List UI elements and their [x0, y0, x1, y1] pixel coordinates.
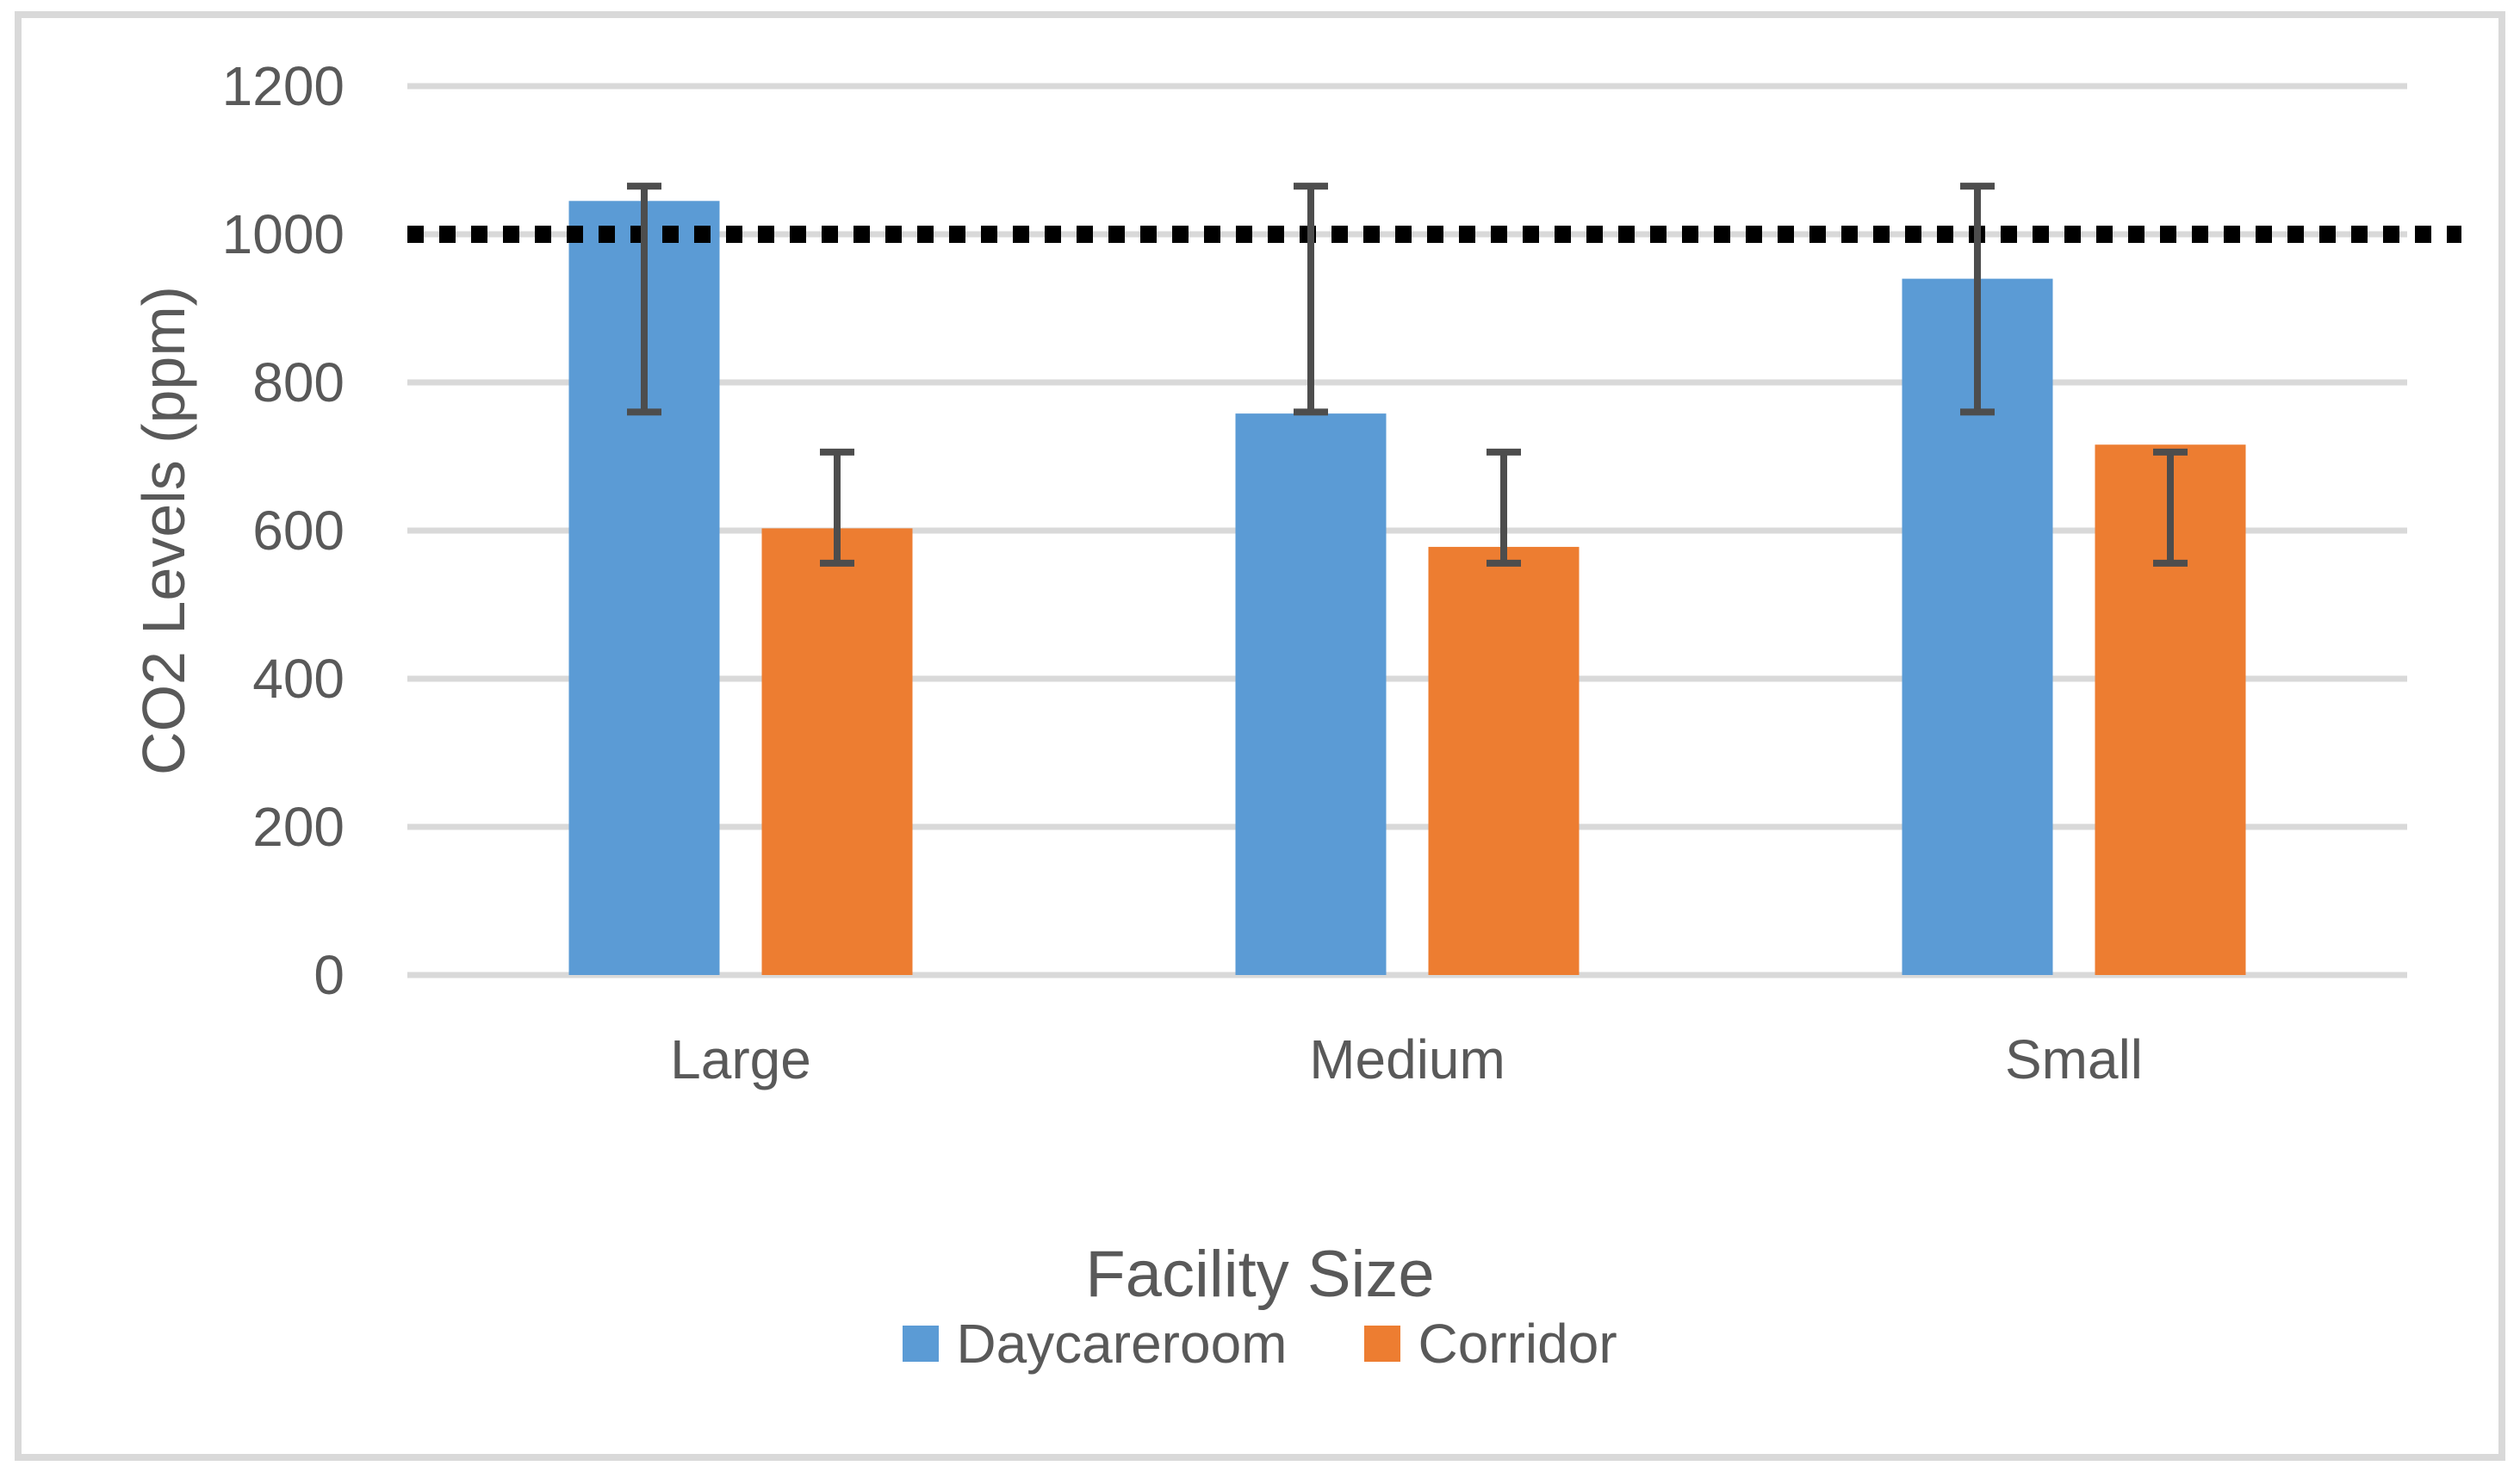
- bar-corridor-large: [761, 528, 913, 975]
- y-tick-label: 400: [252, 648, 344, 710]
- bar-corridor-medium: [1428, 546, 1580, 975]
- x-category-label: Medium: [1309, 1028, 1505, 1090]
- y-tick-label: 1000: [222, 203, 344, 265]
- y-tick-label: 600: [252, 500, 344, 562]
- bar-series-group: [568, 201, 2246, 976]
- y-tick-label: 800: [252, 351, 344, 413]
- y-axis-tick-labels: 0 200 400 600 800 1000 1200: [222, 55, 344, 1006]
- chart-frame-border: [15, 11, 2505, 1461]
- y-tick-label: 0: [313, 944, 344, 1006]
- x-axis-category-labels: Large Medium Small: [670, 1028, 2143, 1090]
- x-category-label: Small: [2005, 1028, 2143, 1090]
- y-axis-title: CO2 Levels (ppm): [130, 286, 197, 775]
- bar-daycareroom-medium: [1235, 413, 1387, 975]
- error-bars-group: [627, 183, 2188, 567]
- y-tick-label: 1200: [222, 55, 344, 117]
- y-tick-label: 200: [252, 796, 344, 858]
- x-category-label: Large: [670, 1028, 811, 1090]
